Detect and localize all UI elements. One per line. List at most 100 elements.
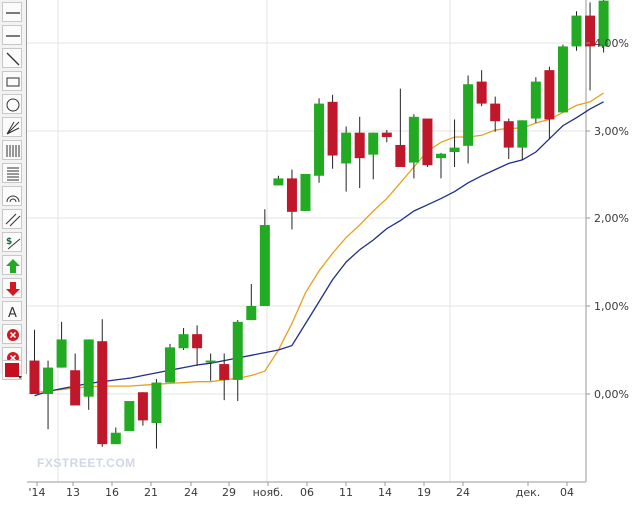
candle	[503, 118, 514, 160]
candle-body-down	[381, 132, 392, 138]
candle	[571, 11, 582, 51]
rectangle-icon	[6, 77, 20, 87]
down-arrow-icon	[6, 282, 20, 296]
candle-body-up	[110, 432, 121, 445]
x-tick-label: 11	[339, 486, 353, 499]
candle	[354, 116, 365, 189]
candle-body-up	[463, 84, 474, 146]
candle	[273, 175, 284, 186]
horizontal-line-icon	[6, 12, 20, 14]
candle	[408, 114, 419, 179]
text-tool-icon: A	[8, 306, 17, 321]
color-picker-tool-button[interactable]	[2, 360, 22, 380]
arc-icon	[6, 195, 20, 203]
candle	[286, 169, 297, 230]
candle	[29, 329, 40, 394]
candle	[205, 353, 216, 381]
candles	[29, 0, 609, 449]
drawing-toolbar: $ A	[0, 0, 27, 380]
x-tick-label: дек.	[516, 486, 541, 499]
candle-body-up	[530, 81, 541, 119]
candle	[327, 94, 338, 169]
candle-body-up	[83, 339, 94, 397]
candle-body-up	[449, 147, 460, 152]
ellipse-icon	[6, 98, 20, 112]
text-tool-tool-button[interactable]: A	[2, 301, 22, 321]
candle	[449, 119, 460, 167]
trend-line-tool-button[interactable]	[2, 48, 22, 68]
price-label-tool-button[interactable]: $	[2, 232, 22, 252]
candle-body-down	[97, 341, 108, 445]
candle-body-down	[137, 392, 148, 421]
moving-average-slow-line	[34, 101, 604, 397]
candle	[300, 174, 311, 211]
candle-body-up	[151, 382, 162, 424]
up-arrow-tool-button[interactable]	[2, 255, 22, 275]
horizontal-grid-tool-button[interactable]	[2, 163, 22, 183]
candle-body-up	[259, 225, 270, 306]
x-tick-label: 29	[222, 486, 236, 499]
arc-tool-button[interactable]	[2, 186, 22, 206]
candle	[368, 132, 379, 180]
candle-body-up	[557, 46, 568, 113]
candle-body-down	[585, 15, 596, 47]
candle-body-up	[341, 132, 352, 164]
candle-body-up	[598, 0, 609, 47]
channel-icon	[5, 213, 21, 227]
candle-body-down	[503, 121, 514, 148]
x-tick-label: 14	[378, 486, 392, 499]
candle-body-up	[300, 174, 311, 211]
candle	[395, 88, 406, 167]
candle	[137, 392, 148, 426]
y-tick-label: 1,00%	[594, 300, 629, 313]
candle	[43, 360, 54, 430]
candle	[422, 118, 433, 167]
svg-text:A: A	[8, 306, 17, 321]
price-label-icon: $	[6, 237, 21, 250]
watermark-logo: FXSTREET.COM	[37, 456, 136, 470]
candle	[56, 321, 67, 368]
y-tick-label: 2,00%	[594, 212, 629, 225]
pitchfork-icon	[6, 121, 20, 135]
rectangle-tool-button[interactable]	[2, 71, 22, 91]
candle-body-down	[327, 101, 338, 156]
delete-tool-button[interactable]	[2, 324, 22, 344]
horizontal-line-tool-button[interactable]	[2, 25, 22, 45]
candle-body-down	[395, 144, 406, 167]
y-tick-label: 0,00%	[594, 388, 629, 401]
color-picker-icon	[5, 363, 22, 379]
up-arrow-icon	[6, 259, 20, 273]
vertical-grid-tool-button[interactable]	[2, 140, 22, 160]
x-tick-label: 24	[184, 486, 198, 499]
candle-body-down	[70, 370, 81, 406]
down-arrow-tool-button[interactable]	[2, 278, 22, 298]
x-tick-label: '14	[28, 486, 45, 499]
x-tick-label: 19	[417, 486, 431, 499]
candle-body-down	[219, 364, 230, 380]
candle-body-down	[354, 132, 365, 159]
horizontal-line-tool-button[interactable]	[2, 2, 22, 22]
candle	[192, 325, 203, 366]
candle	[381, 130, 392, 143]
candle-body-down	[286, 178, 297, 212]
candle-body-up	[436, 153, 446, 159]
candle-body-up	[246, 306, 257, 321]
candle	[232, 320, 243, 402]
candle-body-down	[544, 70, 555, 120]
horizontal-grid-icon	[7, 167, 19, 181]
candle-body-up	[205, 360, 216, 363]
candle-body-up	[368, 132, 379, 155]
candle	[463, 75, 474, 164]
y-axis-ticks: 4,00% 3,00% 2,00% 1,00% 0,00%	[586, 37, 629, 401]
x-tick-label: 24	[456, 486, 470, 499]
x-tick-label: нояб.	[253, 486, 284, 499]
candle	[436, 152, 446, 179]
candle-body-up	[517, 120, 528, 148]
channel-tool-button[interactable]	[2, 209, 22, 229]
pitchfork-tool-button[interactable]	[2, 117, 22, 137]
ellipse-tool-button[interactable]	[2, 94, 22, 114]
candle	[124, 401, 135, 431]
candle-body-up	[571, 15, 582, 47]
candle	[219, 353, 230, 401]
